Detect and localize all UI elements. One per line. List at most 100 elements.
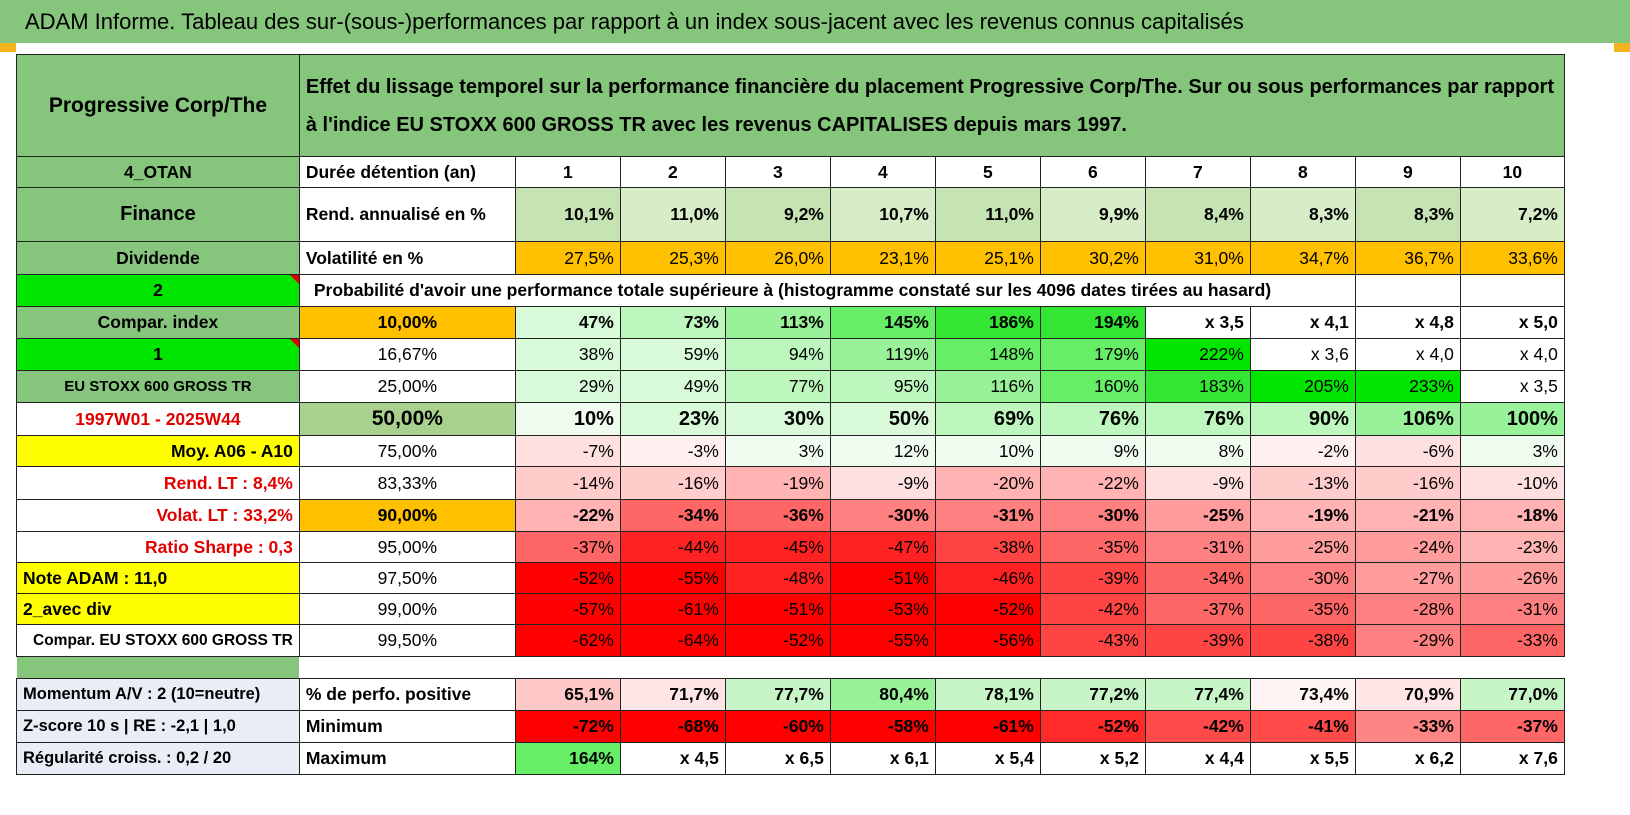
max-value: x 5,4 xyxy=(934,742,1041,775)
percentile-value: -35% xyxy=(1249,593,1356,625)
percentile-value: 49% xyxy=(619,370,726,403)
percentile-value: -52% xyxy=(724,624,831,657)
year-header: 1 xyxy=(514,156,621,188)
rend-value: 10,1% xyxy=(514,187,621,242)
rend-value: 7,2% xyxy=(1459,187,1565,242)
index-name: EU STOXX 600 GROSS TR xyxy=(16,370,300,403)
pos-value: 78,1% xyxy=(934,678,1041,711)
percentile-value: -36% xyxy=(724,499,831,532)
table-row: 2 Probabilité d'avoir une performance tot… xyxy=(16,274,1565,307)
max-value: 164% xyxy=(514,742,621,775)
percentile-value: -19% xyxy=(724,466,831,500)
left-accent-stripe xyxy=(0,43,16,52)
percentile-value: 116% xyxy=(934,370,1041,403)
year-header: 4 xyxy=(829,156,936,188)
percentile-value: -30% xyxy=(1039,499,1146,532)
percentile-value: 106% xyxy=(1354,402,1461,436)
table-row: Rend. LT : 8,4% 83,33% -14% -16% -19% -9% -20%… xyxy=(16,466,1565,500)
prob-label: Probabilité d'avoir une performance tota… xyxy=(298,274,1356,307)
table-row: EU STOXX 600 GROSS TR 25,00% 29% 49% 77% 95% 1… xyxy=(16,370,1565,403)
pos-value: 77,0% xyxy=(1459,678,1565,711)
vol-value: 25,3% xyxy=(619,241,726,275)
vol-value: 26,0% xyxy=(724,241,831,275)
year-header: 6 xyxy=(1039,156,1146,188)
rend-value: 9,2% xyxy=(724,187,831,242)
percentile-value: -22% xyxy=(1039,466,1146,500)
percentile-value: 94% xyxy=(724,338,831,371)
vol-label: Volatilité en % xyxy=(298,241,516,275)
percentile-value: 8% xyxy=(1144,435,1251,467)
percentile-value: 10% xyxy=(934,435,1041,467)
percentile-label: 99,00% xyxy=(298,593,516,625)
min-value: -72% xyxy=(514,710,621,743)
percentile-value: 148% xyxy=(934,338,1041,371)
percentile-value: 186% xyxy=(934,306,1041,339)
pos-value: 65,1% xyxy=(514,678,621,711)
min-value: -60% xyxy=(724,710,831,743)
compar-full-label: Compar. EU STOXX 600 GROSS TR xyxy=(16,624,300,657)
percentile-value: -44% xyxy=(619,531,726,563)
percentile-label: 95,00% xyxy=(298,531,516,563)
percentile-value: 145% xyxy=(829,306,936,339)
percentile-value: -35% xyxy=(1039,531,1146,563)
percentile-value: -25% xyxy=(1144,499,1251,532)
rend-value: 9,9% xyxy=(1039,187,1146,242)
percentile-value: -25% xyxy=(1249,531,1356,563)
year-header: 7 xyxy=(1144,156,1251,188)
percentile-value: 205% xyxy=(1249,370,1356,403)
pos-value: 77,7% xyxy=(724,678,831,711)
rend-value: 11,0% xyxy=(934,187,1041,242)
percentile-value: x 4,1 xyxy=(1249,306,1356,339)
percentile-value: -55% xyxy=(829,624,936,657)
empty-cell xyxy=(1354,274,1461,307)
min-value: -42% xyxy=(1144,710,1251,743)
percentile-value: -7% xyxy=(514,435,621,467)
spacer-cell xyxy=(16,656,300,679)
rend-label: Rend. annualisé en % xyxy=(298,187,516,242)
percentile-label: 50,00% xyxy=(298,402,516,436)
performance-table: Progressive Corp/The Effet du lissage te… xyxy=(16,54,1565,775)
percentile-value: -21% xyxy=(1354,499,1461,532)
table-row: Ratio Sharpe : 0,3 95,00% -37% -44% -45% -47%… xyxy=(16,531,1565,563)
rend-value: 8,3% xyxy=(1354,187,1461,242)
pos-value: 80,4% xyxy=(829,678,936,711)
percentile-value: -31% xyxy=(1459,593,1565,625)
table-row: Note ADAM : 11,0 97,50% -52% -55% -48% -51% -4… xyxy=(16,562,1565,594)
percentile-value: -31% xyxy=(1144,531,1251,563)
percentile-value: 59% xyxy=(619,338,726,371)
year-header: 5 xyxy=(934,156,1041,188)
vol-value: 27,5% xyxy=(514,241,621,275)
percentile-value: 90% xyxy=(1249,402,1356,436)
percentile-value: -51% xyxy=(724,593,831,625)
min-value: -68% xyxy=(619,710,726,743)
percentile-value: -22% xyxy=(514,499,621,532)
percentile-value: 10% xyxy=(514,402,621,436)
table-row: Moy. A06 - A10 75,00% -7% -3% 3% 12% 10% 9% 8% -2… xyxy=(16,435,1565,467)
pos-value: 77,4% xyxy=(1144,678,1251,711)
percentile-value: 222% xyxy=(1144,338,1251,371)
percentile-value: x 5,0 xyxy=(1459,306,1565,339)
percentile-value: -62% xyxy=(514,624,621,657)
percentile-value: -30% xyxy=(829,499,936,532)
percentile-value: -16% xyxy=(1354,466,1461,500)
vol-value: 33,6% xyxy=(1459,241,1565,275)
percentile-value: -24% xyxy=(1354,531,1461,563)
percentile-value: 160% xyxy=(1039,370,1146,403)
percentile-value: -28% xyxy=(1354,593,1461,625)
percentile-value: -38% xyxy=(1249,624,1356,657)
year-header: 9 xyxy=(1354,156,1461,188)
percentile-value: 194% xyxy=(1039,306,1146,339)
percentile-value: 73% xyxy=(619,306,726,339)
percentile-value: 77% xyxy=(724,370,831,403)
rend-value: 11,0% xyxy=(619,187,726,242)
percentile-label: 10,00% xyxy=(298,306,516,339)
volat-lt-label: Volat. LT : 33,2% xyxy=(16,499,300,532)
zscore-label: Z-score 10 s | RE : -2,1 | 1,0 xyxy=(16,710,300,743)
percentile-value: 113% xyxy=(724,306,831,339)
percentile-value: 179% xyxy=(1039,338,1146,371)
percentile-value: -2% xyxy=(1249,435,1356,467)
percentile-value: 38% xyxy=(514,338,621,371)
table-row: Compar. EU STOXX 600 GROSS TR 99,50% -62% -… xyxy=(16,624,1565,657)
rend-value: 10,7% xyxy=(829,187,936,242)
rend-lt-label: Rend. LT : 8,4% xyxy=(16,466,300,500)
